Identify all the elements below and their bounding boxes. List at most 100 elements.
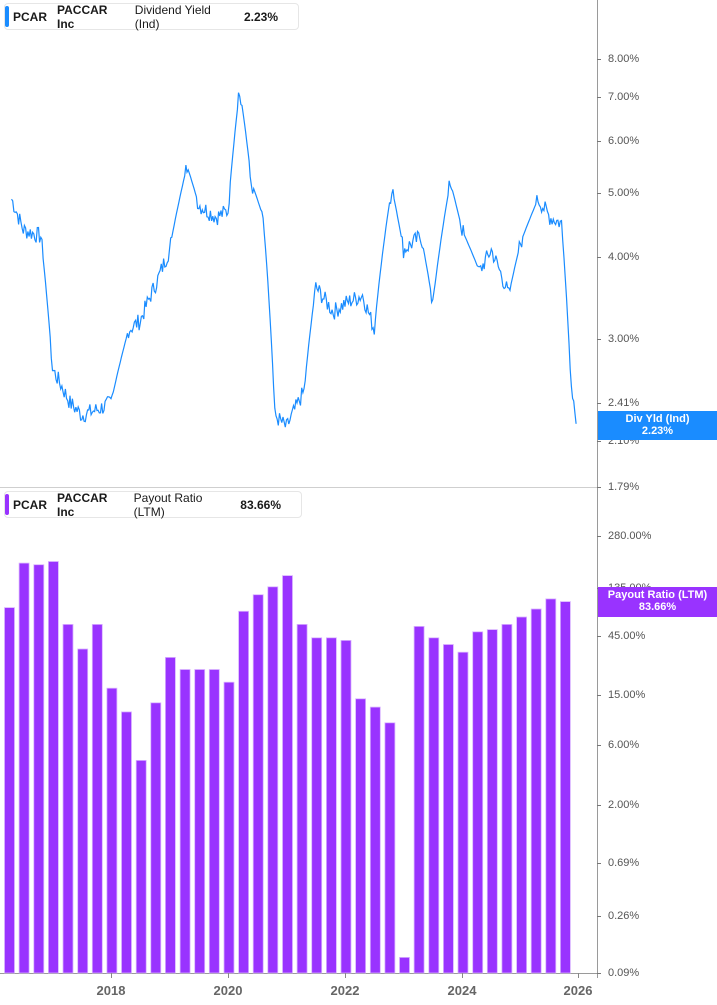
x-tick xyxy=(228,973,229,978)
payout-bar xyxy=(311,637,323,974)
tick-label: 5.00% xyxy=(608,187,640,199)
tick-mark xyxy=(597,59,601,60)
tick-label: 6.00% xyxy=(608,739,640,751)
payout-bar xyxy=(238,610,250,974)
tick-label: 0.26% xyxy=(608,910,640,922)
tick-mark xyxy=(597,257,601,258)
legend-value: 83.66% xyxy=(240,497,281,512)
payout-bar xyxy=(560,601,571,974)
x-tick-label: 2022 xyxy=(330,983,360,998)
y-axis-line xyxy=(597,0,598,978)
tick-mark xyxy=(597,536,601,537)
flag-label: Payout Ratio (LTM) xyxy=(607,589,708,601)
flag-label: Div Yld (Ind) xyxy=(625,413,690,425)
yield-line xyxy=(11,92,577,428)
payout-bar xyxy=(442,644,454,974)
payout-bar xyxy=(340,640,352,974)
payout-bar xyxy=(384,722,396,974)
tick-mark xyxy=(597,193,601,194)
legend-company: PACCAR Inc xyxy=(57,2,108,31)
flag-value: 2.23% xyxy=(641,425,674,437)
x-tick-label: 2020 xyxy=(213,983,243,998)
payout-bar xyxy=(62,624,74,974)
payout-bar xyxy=(252,594,264,974)
x-tick xyxy=(345,973,346,978)
payout-legend: PCAR PACCAR Inc Payout Ratio (LTM) 83.66… xyxy=(4,490,302,519)
payout-bar xyxy=(399,957,410,974)
payout-bar xyxy=(530,608,542,974)
tick-label: 45.00% xyxy=(608,630,646,642)
tick-mark xyxy=(597,916,601,917)
tick-label: 280.00% xyxy=(608,530,652,542)
payout-bar xyxy=(296,624,308,974)
tick-mark xyxy=(597,487,601,488)
payout-bar xyxy=(194,669,206,974)
payout-bar xyxy=(223,681,235,974)
payout-bar xyxy=(18,562,30,974)
payout-bar xyxy=(121,711,132,974)
payout-bar xyxy=(91,624,103,974)
payout-bar xyxy=(325,637,337,974)
payout-bar xyxy=(428,637,440,974)
flag-value: 83.66% xyxy=(638,601,677,613)
tick-mark xyxy=(597,636,601,637)
yield-series-marker xyxy=(5,6,9,27)
payout-bar xyxy=(164,657,176,974)
legend-ticker: PCAR xyxy=(13,9,48,24)
x-tick xyxy=(578,973,579,978)
payout-bar xyxy=(4,607,15,974)
tick-mark xyxy=(597,973,601,974)
tick-mark xyxy=(597,339,601,340)
tick-label: 8.00% xyxy=(608,53,640,65)
x-tick-label: 2026 xyxy=(563,983,593,998)
tick-label: 1.79% xyxy=(608,481,640,493)
payout-bar xyxy=(208,669,220,974)
tick-label: 0.69% xyxy=(608,857,640,869)
payout-bar xyxy=(179,669,191,974)
tick-mark xyxy=(597,805,601,806)
tick-mark xyxy=(597,441,601,442)
payout-bar xyxy=(501,624,513,974)
payout-bar xyxy=(369,706,381,974)
legend-company: PACCAR Inc xyxy=(57,490,108,519)
legend-ticker: PCAR xyxy=(13,497,48,512)
tick-mark xyxy=(597,403,601,404)
tick-label: 2.41% xyxy=(608,397,640,409)
payout-bar xyxy=(106,687,118,974)
payout-bar xyxy=(486,629,498,974)
payout-bar xyxy=(33,564,45,974)
tick-mark xyxy=(597,141,601,142)
tick-label: 4.00% xyxy=(608,251,640,263)
payout-bar xyxy=(150,702,162,974)
payout-bar xyxy=(282,575,293,974)
payout-bar xyxy=(516,616,527,974)
yield-current-flag: Div Yld (Ind) 2.23% xyxy=(598,411,717,440)
payout-bar xyxy=(545,598,557,974)
payout-bar xyxy=(77,648,89,974)
panel-divider xyxy=(0,487,598,488)
legend-value: 2.23% xyxy=(243,9,278,24)
payout-bars xyxy=(4,561,571,974)
legend-metric: Payout Ratio (LTM) xyxy=(133,490,203,519)
tick-mark xyxy=(597,97,601,98)
tick-mark xyxy=(597,695,601,696)
tick-label: 15.00% xyxy=(608,689,646,701)
x-tick xyxy=(462,973,463,978)
tick-label: 6.00% xyxy=(608,135,640,147)
yield-legend: PCAR PACCAR Inc Dividend Yield (Ind) 2.2… xyxy=(4,2,299,31)
x-tick-label: 2024 xyxy=(447,983,477,998)
tick-mark xyxy=(597,863,601,864)
tick-label: 3.00% xyxy=(608,333,640,345)
x-tick xyxy=(111,973,112,978)
payout-bar xyxy=(413,626,425,974)
tick-label: 7.00% xyxy=(608,91,640,103)
payout-bar xyxy=(48,561,59,974)
payout-bar xyxy=(355,698,367,974)
tick-label: 0.09% xyxy=(608,967,640,979)
payout-bar xyxy=(135,760,147,974)
x-tick-label: 2018 xyxy=(96,983,126,998)
x-axis-line xyxy=(0,973,598,974)
payout-bar xyxy=(457,651,469,974)
payout-bar xyxy=(267,586,279,974)
